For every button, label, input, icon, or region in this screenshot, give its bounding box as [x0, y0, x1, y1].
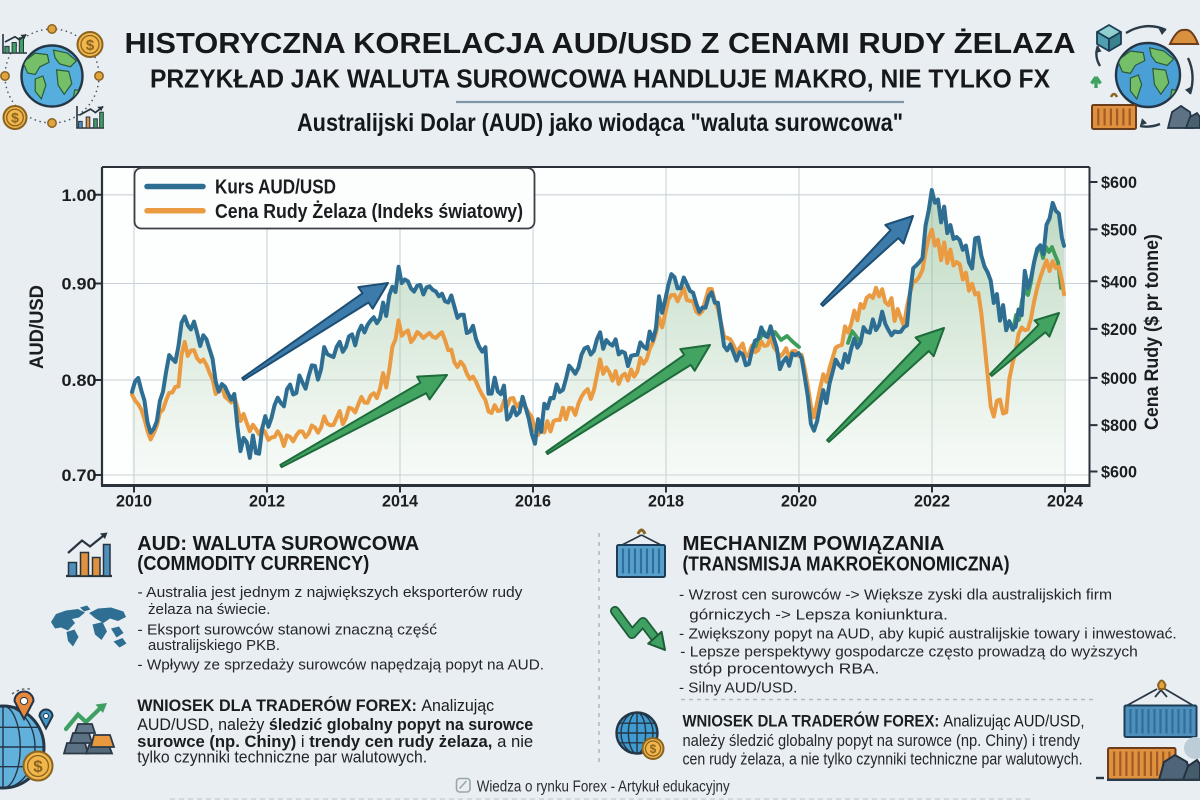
svg-text:Kurs AUD/USD: Kurs AUD/USD — [215, 176, 336, 199]
svg-text:2016: 2016 — [515, 493, 551, 511]
svg-text:$200: $200 — [1101, 320, 1137, 339]
svg-text:$000: $000 — [1101, 369, 1137, 388]
svg-text:0.90: 0.90 — [62, 275, 97, 294]
svg-text:2020: 2020 — [781, 493, 817, 511]
svg-text:- Zwiększony popyt na AUD, aby: - Zwiększony popyt na AUD, aby kupić aus… — [679, 625, 1177, 642]
svg-text:(TRANSMISJA MAKROEKONOMICZNA): (TRANSMISJA MAKROEKONOMICZNA) — [683, 554, 1010, 576]
svg-text:Analizując AUD/USD,: Analizując AUD/USD, — [939, 712, 1084, 730]
svg-text:HISTORYCZNA KORELACJA AUD/USD: HISTORYCZNA KORELACJA AUD/USD Z CENAMI R… — [125, 28, 1076, 60]
svg-text:2012: 2012 — [249, 493, 285, 511]
svg-text:- Wpływy ze sprzedaży surowców: - Wpływy ze sprzedaży surowców napędzają… — [138, 656, 545, 673]
svg-text:2018: 2018 — [648, 493, 684, 511]
svg-text:$600: $600 — [1101, 463, 1137, 482]
svg-text:i: i — [301, 733, 309, 751]
svg-text:trendy cen rudy żelaza,: trendy cen rudy żelaza, — [309, 733, 492, 751]
svg-text:WNIOSEK DLA TRADERÓW FOREX:: WNIOSEK DLA TRADERÓW FOREX: — [137, 696, 417, 715]
svg-text:$: $ — [86, 37, 95, 54]
svg-text:a nie: a nie — [492, 733, 533, 751]
svg-text:$400: $400 — [1101, 272, 1137, 291]
svg-text:2010: 2010 — [116, 493, 152, 511]
svg-text:Cena Rudy Żelaza (Indeks świat: Cena Rudy Żelaza (Indeks światowy) — [215, 200, 523, 223]
svg-text:- Lepsze perspektywy gospodarc: - Lepsze perspektywy gospodarcze często … — [680, 643, 1138, 660]
svg-text:surowce (np. Chiny): surowce (np. Chiny) — [137, 733, 301, 751]
svg-text:$: $ — [33, 757, 43, 776]
svg-text:$500: $500 — [1101, 220, 1137, 239]
svg-text:tylko czynniki techniczne par: tylko czynniki techniczne par walutowych… — [137, 748, 427, 766]
svg-text:cen rudy żelaza, a nie tylko c: cen rudy żelaza, a nie tylko czynniki te… — [683, 750, 1083, 768]
svg-text:- Silny AUD/USD.: - Silny AUD/USD. — [679, 679, 797, 696]
svg-text:$: $ — [650, 742, 657, 756]
svg-text:należy śledzić globalny popyt: należy śledzić globalny popyt na surowce… — [683, 732, 1081, 750]
svg-text:Wiedza o rynku Forex - Artykuł: Wiedza o rynku Forex - Artykuł edukacyjn… — [477, 778, 730, 795]
svg-text:0.80: 0.80 — [62, 371, 97, 390]
svg-text:2014: 2014 — [382, 493, 419, 511]
svg-text:PRZYKŁAD JAK WALUTA SUROWCOWA: PRZYKŁAD JAK WALUTA SUROWCOWA HANDLUJE M… — [150, 63, 1051, 93]
svg-text:żelaza na świecie.: żelaza na świecie. — [148, 601, 271, 618]
svg-text:2022: 2022 — [914, 493, 950, 511]
svg-text:- Wzrost cen surowców -> Więks: - Wzrost cen surowców -> Większe zyski d… — [679, 586, 1112, 603]
svg-text:australijskiego PKB.: australijskiego PKB. — [148, 637, 280, 654]
svg-text:stóp procentowych RBA.: stóp procentowych RBA. — [689, 660, 879, 677]
svg-text:- Australia jest jednym z najw: - Australia jest jednym z największych e… — [138, 584, 524, 601]
svg-text:AUD: WALUTA SUROWCOWA: AUD: WALUTA SUROWCOWA — [137, 533, 419, 555]
svg-text:$: $ — [11, 110, 19, 126]
svg-text:1.00: 1.00 — [62, 186, 97, 205]
svg-text:$800: $800 — [1101, 416, 1137, 435]
svg-text:Analizując: Analizując — [417, 697, 494, 715]
svg-text:MECHANIZM POWIĄZANIA: MECHANIZM POWIĄZANIA — [683, 533, 945, 555]
svg-text:0.70: 0.70 — [62, 466, 97, 485]
svg-text:śledzić globalny popyt na suro: śledzić globalny popyt na surowce — [269, 716, 533, 734]
svg-text:- Eksport surowców stanowi zna: - Eksport surowców stanowi znaczną część — [138, 622, 438, 639]
svg-text:górniczych -> Lepsza koniunktu: górniczych -> Lepsza koniunktura. — [689, 606, 948, 623]
svg-text:AUD/USD: AUD/USD — [27, 285, 48, 369]
svg-text:$600: $600 — [1101, 173, 1137, 192]
svg-text:2024: 2024 — [1047, 493, 1084, 511]
svg-text:Australijski Dolar (AUD) jako: Australijski Dolar (AUD) jako wiodąca "w… — [297, 109, 903, 137]
svg-text:AUD/USD, należy: AUD/USD, należy — [137, 716, 269, 734]
svg-text:Cena Rudy ($ pr tonne): Cena Rudy ($ pr tonne) — [1142, 234, 1163, 430]
svg-text:(COMMODITY CURRENCY): (COMMODITY CURRENCY) — [137, 553, 369, 575]
svg-text:WNIOSEK DLA TRADERÓW FOREX:: WNIOSEK DLA TRADERÓW FOREX: — [683, 711, 940, 730]
